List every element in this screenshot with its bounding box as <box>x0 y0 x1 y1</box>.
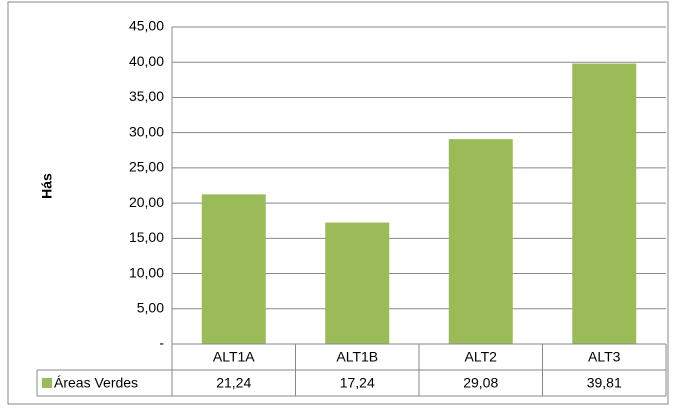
y-tick-label: 40,00 <box>129 53 164 69</box>
y-tick-label: 10,00 <box>129 264 164 280</box>
bar <box>448 139 513 344</box>
bar <box>572 63 637 344</box>
legend-label: Áreas Verdes <box>54 375 138 391</box>
y-tick-label: 15,00 <box>129 229 164 245</box>
y-tick-label: - <box>159 335 164 351</box>
y-tick-label: 30,00 <box>129 123 164 139</box>
y-tick-label: 5,00 <box>137 299 164 315</box>
x-tick-label: ALT1B <box>336 349 378 365</box>
legend-swatch <box>42 378 52 388</box>
bar <box>325 222 390 344</box>
table-value: 29,08 <box>463 375 498 391</box>
y-tick-label: 35,00 <box>129 88 164 104</box>
y-tick-label: 25,00 <box>129 159 164 175</box>
y-axis-label: Hás <box>39 173 55 199</box>
table-value: 21,24 <box>216 375 251 391</box>
y-tick-label: 20,00 <box>129 194 164 210</box>
chart-frame <box>7 1 669 405</box>
bar <box>201 194 266 344</box>
table-value: 39,81 <box>587 375 622 391</box>
table-value: 17,24 <box>340 375 375 391</box>
x-tick-label: ALT1A <box>213 349 255 365</box>
x-tick-label: ALT2 <box>465 349 498 365</box>
x-tick-label: ALT3 <box>588 349 621 365</box>
y-tick-label: 45,00 <box>129 18 164 34</box>
